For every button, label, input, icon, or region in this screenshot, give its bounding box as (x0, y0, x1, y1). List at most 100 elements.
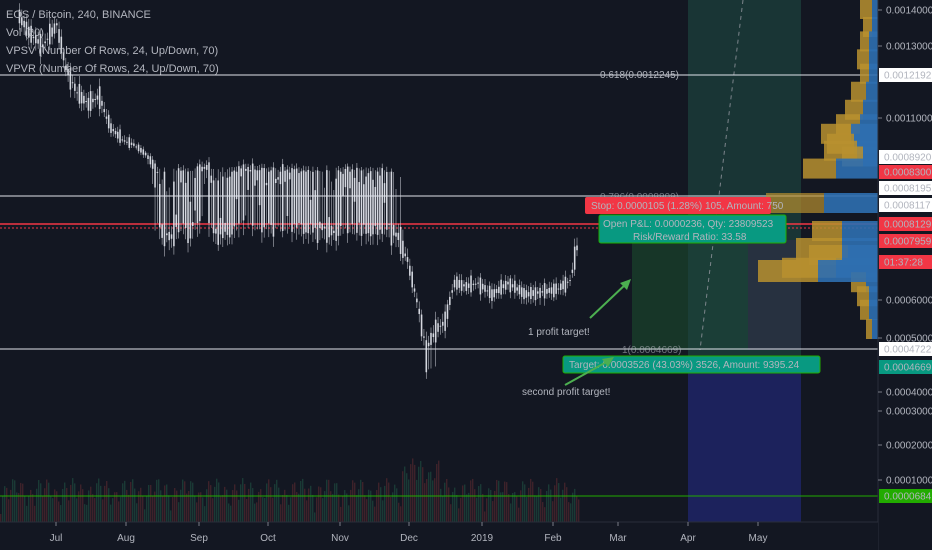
volume-bar (316, 497, 318, 522)
volume-bar (312, 494, 314, 522)
candle-body (37, 39, 39, 44)
volume-bar (306, 500, 308, 522)
candle-body (379, 175, 381, 230)
candle-body (154, 163, 156, 188)
volume-bar (236, 490, 238, 522)
volume-bar (570, 503, 572, 522)
candle-body (163, 171, 166, 247)
volume-bar (504, 481, 506, 522)
candle-body (557, 288, 560, 290)
volume-bar (548, 484, 550, 522)
volume-bar (184, 481, 186, 522)
volume-bar (400, 506, 402, 522)
volume-bar (478, 486, 480, 522)
volume-bar (120, 496, 122, 522)
fib-trend-line (699, 0, 744, 351)
price-label: 0.0004722 (884, 345, 932, 356)
candle-body (326, 170, 328, 243)
price-tick-label: 0.0014000 (886, 6, 932, 17)
candle-body (263, 168, 265, 228)
volume-bar (450, 504, 452, 522)
volume-bar (250, 482, 252, 522)
volume-bar (76, 498, 78, 522)
candle-body (411, 271, 413, 288)
time-tick-label: Dec (400, 533, 418, 544)
target-label: Target: 0.0003526 (43.03%) 3526, Amount:… (569, 360, 800, 371)
volume-bar (472, 478, 474, 522)
candle-body (194, 177, 196, 211)
volume-bar (202, 497, 204, 522)
volume-bar (8, 499, 10, 522)
volume-bar (174, 487, 176, 522)
volume-bar (510, 503, 512, 522)
candle-body (413, 288, 416, 292)
candle-body (432, 333, 435, 338)
price-tick-label: 0.0011000 (886, 114, 932, 125)
volume-bar (94, 498, 96, 522)
candle-body (39, 33, 42, 57)
volume-bar (128, 494, 130, 522)
candle-body (302, 170, 305, 234)
candle-body (481, 283, 484, 290)
candle-body (177, 168, 180, 233)
candle-body (356, 167, 358, 233)
volume-bar (292, 484, 294, 522)
volume-bar (118, 501, 120, 522)
stop-box-bg (585, 197, 771, 214)
price-tick-label: 0.0004000 (886, 388, 932, 399)
candle-body (446, 304, 449, 319)
candle-body (372, 179, 374, 235)
volume-bar (34, 505, 36, 522)
volume-bar (550, 489, 552, 522)
volume-bar (12, 479, 14, 522)
candle-body (286, 169, 289, 217)
volume-bar (302, 478, 304, 522)
target-zone (632, 240, 688, 350)
price-label-bg (879, 234, 932, 248)
volume-bar (516, 496, 518, 522)
candle-body (500, 279, 502, 295)
candle-body (493, 289, 496, 298)
volume-bar (558, 483, 560, 522)
volume-bar (362, 481, 364, 522)
candle-body (71, 82, 74, 84)
candle-body (49, 23, 51, 45)
candle-body (121, 139, 124, 141)
candle-body (427, 342, 430, 347)
volume-bar (358, 489, 360, 522)
volume-bar (40, 483, 42, 522)
candle-body (509, 278, 512, 293)
volume-bar (62, 488, 64, 522)
price-label: 0.0008920 (884, 153, 932, 164)
volume-bar (164, 485, 166, 522)
volume-bar (438, 460, 440, 522)
candle-body (182, 170, 185, 224)
candle-body (18, 9, 21, 24)
volume-bar (326, 479, 328, 522)
price-label-bg (879, 165, 932, 179)
price-label-bg (879, 360, 932, 374)
candle-body (353, 177, 356, 202)
volume-bar (506, 482, 508, 522)
vp-bar-up (851, 81, 866, 102)
volume-bar (410, 464, 412, 522)
target-box-bg (563, 356, 820, 373)
volume-bar (200, 492, 202, 522)
candle-body (479, 277, 482, 295)
zone-gray (748, 240, 801, 350)
volume-bar (110, 504, 112, 522)
price-label-bg (879, 255, 932, 269)
candle-body (321, 223, 324, 231)
candle-body (474, 283, 477, 285)
volume-bar (100, 485, 102, 522)
vp-bar-down (866, 81, 878, 102)
volume-bar (256, 502, 258, 522)
price-label-bg (879, 68, 932, 82)
volume-bar (130, 481, 132, 522)
candle-body (532, 290, 534, 296)
candle-body (69, 68, 72, 90)
candle-body (562, 280, 564, 290)
volume-bar (122, 483, 124, 522)
vpvr-bar (758, 260, 818, 282)
